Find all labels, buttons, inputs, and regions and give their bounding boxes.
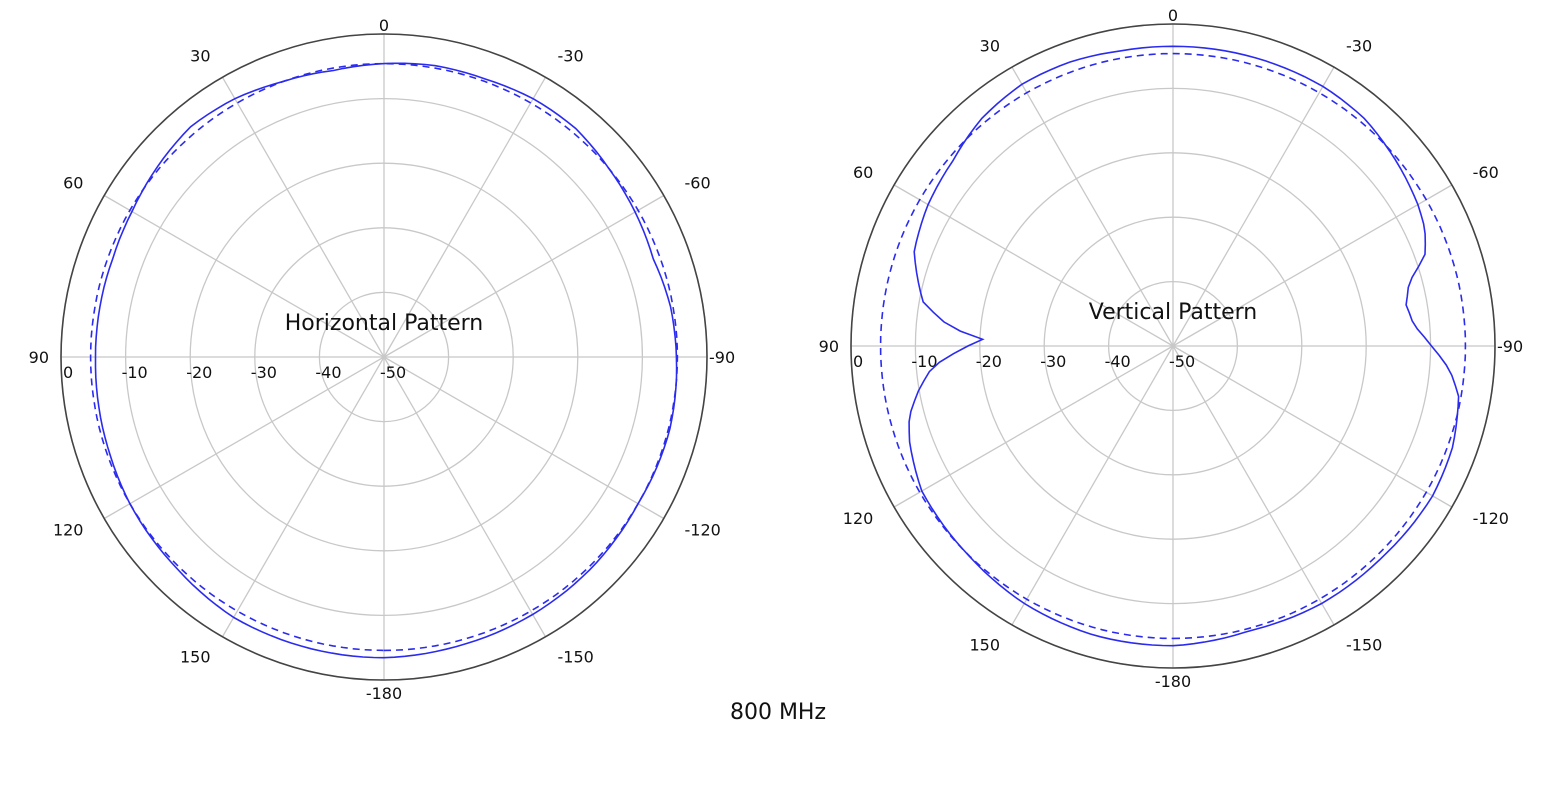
horizontal-pattern-chart: 0 -10 -20 -30 -40 -50 0 30 60 90 120 150 -180 -150 -12… <box>29 16 736 703</box>
radial-tick-label: -50 <box>380 363 406 382</box>
angle-label: -30 <box>558 46 584 65</box>
radial-tick-label: -10 <box>911 352 937 371</box>
outer-circle <box>850 23 1496 669</box>
angle-label: -150 <box>1346 636 1382 655</box>
angle-label: -60 <box>685 174 711 193</box>
angle-label: -180 <box>1155 672 1191 691</box>
grid-spoke <box>1011 345 1174 626</box>
outer-circle <box>60 33 708 681</box>
grid-spoke <box>383 76 547 358</box>
chart-title: Horizontal Pattern <box>285 311 483 336</box>
angle-label: 30 <box>190 46 210 65</box>
chart-title: Vertical Pattern <box>1089 300 1258 325</box>
radial-tick-label: 0 <box>63 363 73 382</box>
grid-spoke <box>1172 345 1453 508</box>
angle-label: -90 <box>709 348 735 367</box>
radial-tick-label: -50 <box>1169 352 1195 371</box>
grid-spoke <box>1172 184 1453 347</box>
polar-grid <box>60 33 708 681</box>
reference-dashed-trace <box>879 52 1467 640</box>
angle-label: 120 <box>843 509 874 528</box>
frequency-caption: 800 MHz <box>729 700 827 725</box>
grid-spoke <box>1011 66 1174 347</box>
angle-label: -180 <box>366 684 402 703</box>
angle-label: -30 <box>1346 36 1372 55</box>
radial-tick-label: -30 <box>1040 352 1066 371</box>
vertical-pattern-chart: 0 -10 -20 -30 -40 -50 0 30 60 90 120 150 -180 -150 -12… <box>819 6 1524 691</box>
grid-spoke <box>221 356 385 638</box>
grid-spoke <box>1172 66 1335 347</box>
radial-tick-label: -10 <box>122 363 148 382</box>
angle-label: 150 <box>180 648 211 667</box>
radial-tick-label: 0 <box>853 352 863 371</box>
angle-label: 60 <box>63 174 83 193</box>
radial-tick-label: -20 <box>186 363 212 382</box>
radial-tick-label: -30 <box>251 363 277 382</box>
angle-label: 0 <box>1168 6 1178 25</box>
angle-label: -120 <box>1473 509 1509 528</box>
angle-label: -120 <box>685 521 721 540</box>
measured-trace <box>908 45 1460 647</box>
grid-spoke <box>893 345 1174 508</box>
angle-label: 90 <box>819 337 839 356</box>
reference-dashed-trace <box>89 62 679 652</box>
grid-spoke <box>383 356 547 638</box>
grid-spoke <box>383 194 665 358</box>
angle-label: 60 <box>853 163 873 182</box>
radial-tick-label: -20 <box>976 352 1002 371</box>
angle-label: -60 <box>1473 163 1499 182</box>
grid-spoke <box>1172 345 1335 626</box>
angle-label: 150 <box>969 636 1000 655</box>
angle-label: 120 <box>53 521 84 540</box>
grid-spoke <box>103 194 385 358</box>
angle-label: 30 <box>980 36 1000 55</box>
angle-label: -90 <box>1497 337 1523 356</box>
angle-label: 0 <box>379 16 389 35</box>
grid-spoke <box>103 356 385 520</box>
grid-spoke <box>383 356 665 520</box>
angle-label: -150 <box>558 648 594 667</box>
radial-tick-label: -40 <box>315 363 341 382</box>
radial-tick-label: -40 <box>1105 352 1131 371</box>
polar-grid <box>850 23 1496 669</box>
grid-spoke <box>221 76 385 358</box>
angle-label: 90 <box>29 348 49 367</box>
grid-spoke <box>893 184 1174 347</box>
